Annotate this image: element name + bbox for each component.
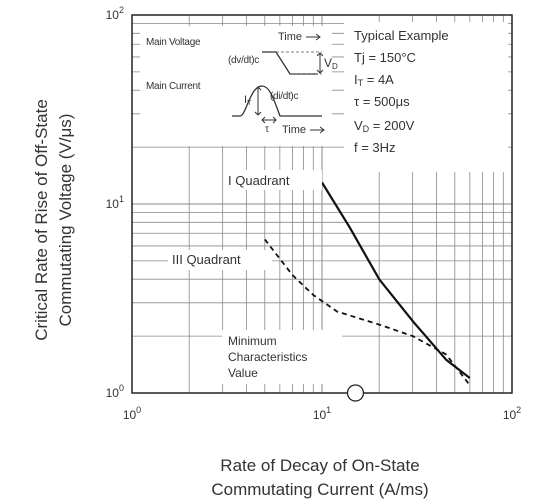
inset-vd-arrow: [316, 52, 324, 74]
condition-it: IT = 4A: [354, 72, 394, 88]
x-axis-label-line1: Rate of Decay of On-State: [220, 456, 420, 475]
marker-layer: [346, 384, 365, 402]
minimum-label-line3: Value: [228, 366, 258, 380]
inset-voltage-waveform: [262, 51, 318, 75]
inset-didt-label: (di/dt)c: [270, 91, 298, 102]
inset-time-label-bottom: Time: [282, 124, 306, 136]
inset-tau-arrow: [261, 116, 277, 124]
x-tick-label: 101: [313, 405, 331, 422]
inset-tau-label: τ: [265, 124, 269, 135]
x-axis-label-line2: Commutating Current (A/ms): [211, 480, 429, 499]
x-axis-label: Rate of Decay of On-State Commutating Cu…: [130, 454, 510, 502]
y-tick-label: 102: [106, 5, 124, 22]
condition-tau: τ = 500μs: [354, 94, 410, 109]
iii-quadrant-label-bg: [168, 250, 272, 270]
conditions-panel: [344, 22, 508, 172]
condition-typical-example: Typical Example: [354, 28, 449, 43]
condition-frequency: f = 3Hz: [354, 140, 396, 155]
inset-time-label-top: Time: [278, 31, 302, 43]
inset-main-current-label: Main Current: [146, 81, 201, 92]
inset-time-arrow-bottom: [310, 126, 325, 134]
i-quadrant-label-bg: [224, 170, 322, 190]
inset-main-voltage-label: Main Voltage: [146, 37, 201, 48]
y-tick-label: 101: [106, 194, 124, 211]
tick-labels: 100 101 102 100 101 102: [106, 5, 522, 422]
inset-panel: [140, 26, 332, 146]
inset-it-arrow: [254, 86, 262, 116]
axis-marker-circle: [346, 384, 365, 402]
x-tick-label: 100: [123, 405, 141, 422]
inset-it-label: IT: [244, 94, 252, 107]
inset-time-arrow-top: [306, 33, 321, 41]
condition-vd: VD = 200V: [354, 118, 415, 134]
inset-current-waveform: [232, 85, 322, 117]
inset-diagram: Main Voltage Time (dv/dt)c VD Main Curre…: [140, 26, 338, 146]
i-quadrant-label: I Quadrant: [228, 173, 290, 188]
series-layer: [264, 181, 471, 386]
inset-dvdt-label: (dv/dt)c: [228, 55, 259, 66]
inset-vd-levels: [276, 51, 322, 75]
y-axis-label-line2: Commutating Voltage (V/μs): [56, 113, 75, 327]
conditions-block: Typical Example Tj = 150°C IT = 4A τ = 5…: [344, 22, 508, 172]
curve-annotations: I Quadrant III Quadrant Minimum Characte…: [168, 170, 342, 384]
series-line-i-quadrant: [321, 181, 471, 379]
minimum-label-line2: Characteristics: [228, 350, 307, 364]
condition-tj: Tj = 150°C: [354, 50, 416, 65]
iii-quadrant-label: III Quadrant: [172, 252, 241, 267]
minimum-label-line1: Minimum: [228, 334, 277, 348]
x-tick-label: 102: [503, 405, 521, 422]
minimum-label-bg: [222, 330, 342, 384]
y-axis-label: Critical Rate of Rise of Off-State Commu…: [8, 20, 100, 420]
inset-vd-label: VD: [324, 56, 338, 71]
y-tick-label: 100: [106, 383, 124, 400]
y-axis-label-line1: Critical Rate of Rise of Off-State: [32, 99, 51, 341]
plot-frame: [131, 14, 513, 394]
